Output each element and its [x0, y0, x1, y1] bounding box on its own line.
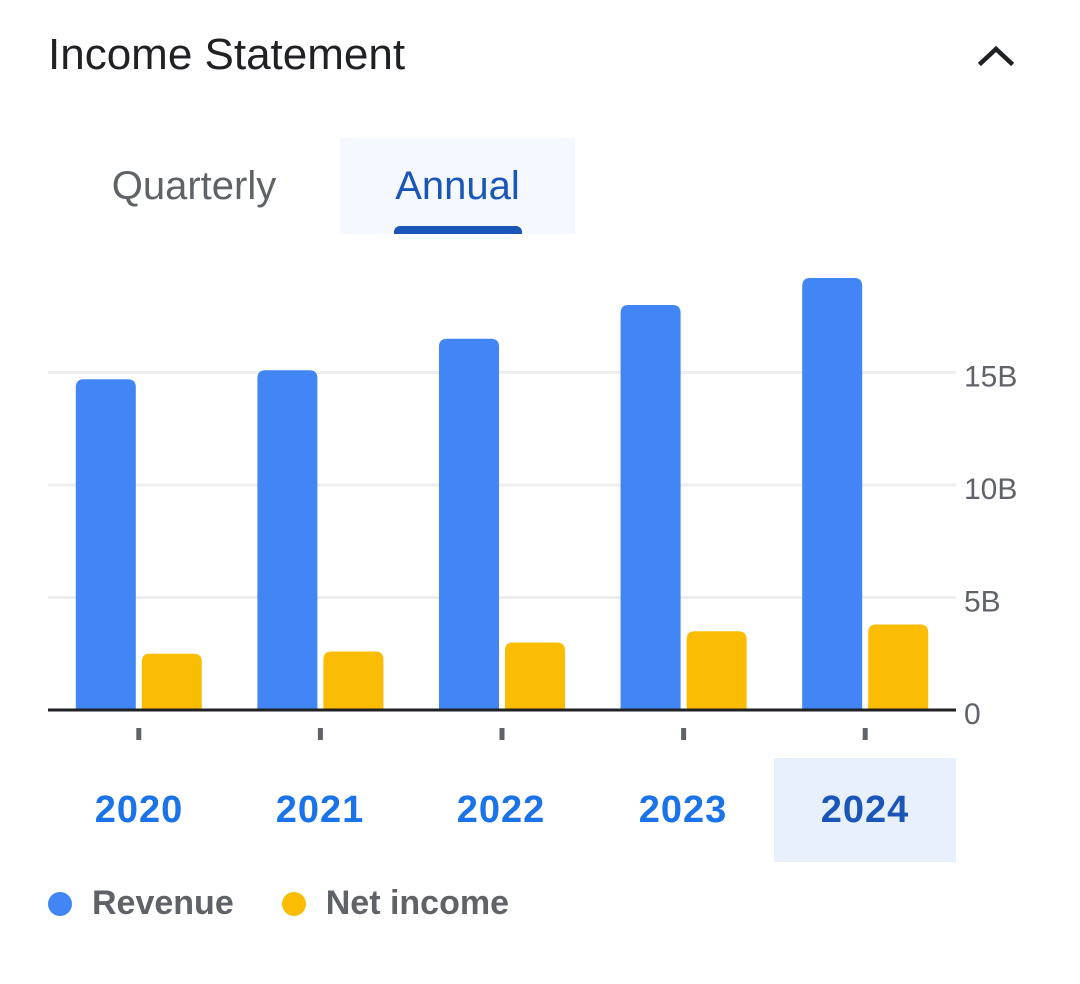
- net-income-dot-icon: [281, 891, 306, 916]
- net-income-bar: [505, 642, 565, 710]
- revenue-bar: [802, 278, 863, 710]
- chart-legend: Revenue Net income: [48, 884, 557, 923]
- year-2022-button[interactable]: 2022: [410, 758, 592, 862]
- revenue-bar: [257, 370, 318, 710]
- year-2023-button[interactable]: 2023: [592, 758, 774, 862]
- chevron-up-icon: [977, 45, 1015, 67]
- tab-annual[interactable]: Annual: [340, 138, 575, 234]
- y-tick-label: 15B: [964, 361, 1017, 394]
- revenue-bar: [439, 338, 499, 710]
- income-chart: 0 5B 10B 15B: [48, 278, 1017, 740]
- year-label: 2024: [820, 788, 910, 831]
- x-tick-mark: [862, 728, 868, 740]
- collapse-button[interactable]: [966, 26, 1026, 86]
- year-label: 2020: [94, 788, 184, 831]
- y-tick-label: 10B: [964, 473, 1017, 506]
- x-tick-mark: [499, 728, 505, 740]
- tab-quarterly-label: Quarterly: [111, 163, 277, 208]
- net-income-bar: [323, 651, 384, 710]
- net-income-bar: [141, 653, 202, 710]
- x-tick-mark: [681, 728, 687, 740]
- year-2020-button[interactable]: 2020: [48, 758, 230, 862]
- legend-item-net-income: Net income: [281, 884, 509, 923]
- year-label: 2022: [456, 788, 546, 831]
- year-label: 2021: [275, 788, 365, 831]
- year-2021-button[interactable]: 2021: [230, 758, 410, 862]
- legend-label: Net income: [325, 884, 509, 922]
- y-tick-label: 0: [964, 698, 981, 731]
- page-title: Income Statement: [48, 30, 406, 79]
- net-income-bar: [686, 631, 747, 710]
- x-tick-mark: [317, 728, 323, 740]
- year-label: 2023: [638, 788, 728, 831]
- x-tick-mark: [136, 728, 142, 740]
- revenue-bar: [620, 305, 681, 710]
- active-tab-indicator: [394, 226, 522, 234]
- tab-annual-label: Annual: [395, 163, 520, 208]
- y-tick-label: 5B: [964, 586, 1001, 619]
- tab-quarterly[interactable]: Quarterly: [72, 138, 316, 234]
- year-2024-button[interactable]: 2024: [774, 758, 956, 862]
- revenue-dot-icon: [48, 891, 72, 916]
- revenue-bar: [75, 379, 136, 710]
- legend-label: Revenue: [92, 884, 234, 922]
- net-income-bar: [868, 624, 929, 710]
- legend-item-revenue: Revenue: [48, 884, 234, 923]
